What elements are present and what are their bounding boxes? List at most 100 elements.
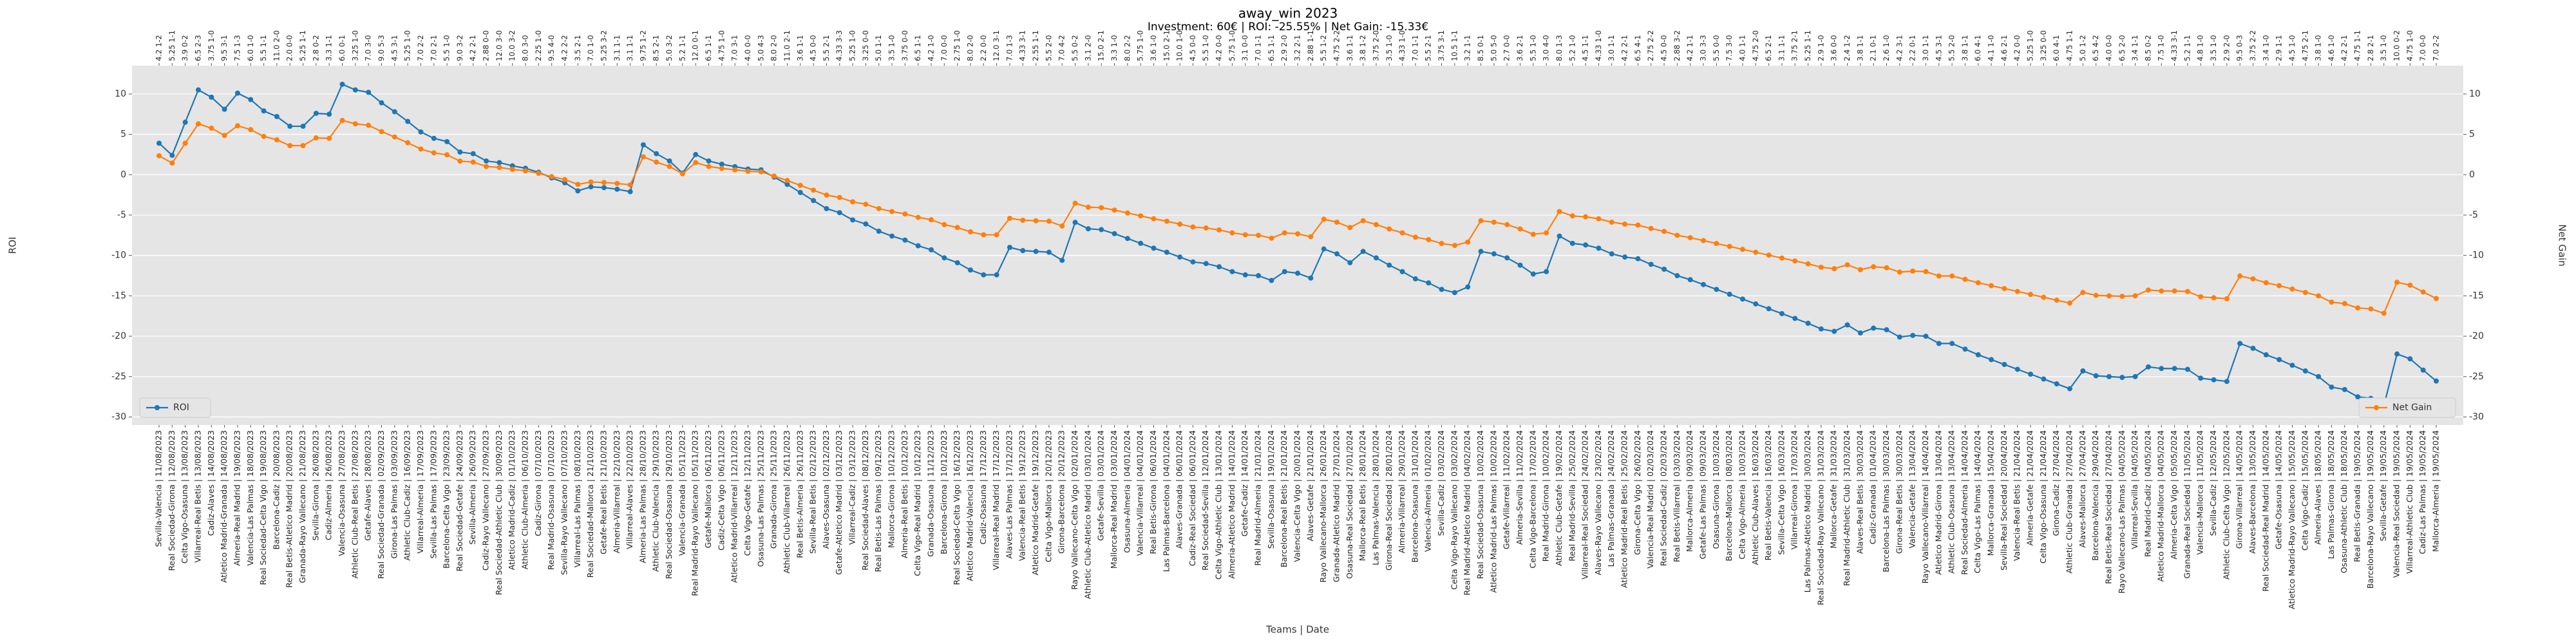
point: [1269, 278, 1274, 283]
top-tick-label: 5.25 3-2: [599, 30, 608, 61]
top-tick-label: 15.0 2-1: [1097, 30, 1106, 61]
x-tick-label: Barcelona-Valencia | 29/04/2024: [2090, 430, 2100, 561]
point: [1072, 200, 1078, 206]
y2-tick-label: -20: [2469, 331, 2484, 341]
point: [758, 169, 764, 175]
point: [339, 81, 345, 87]
point: [2211, 377, 2217, 383]
top-tick-label: 3.3 1-1: [325, 35, 334, 61]
x-tick-label: Celta Vigo-Osasuna | 13/08/2023: [180, 430, 189, 564]
top-tick-label: 9.0 3-2: [455, 35, 464, 61]
x-tick-label: Osasuna-Almeria | 04/01/2024: [1122, 430, 1132, 553]
point: [2014, 366, 2020, 372]
point: [2263, 352, 2269, 357]
point: [1687, 235, 1693, 241]
top-tick-label: 7.0 3-1: [730, 35, 739, 61]
top-tick-label: 9.0 5-3: [377, 35, 386, 61]
top-tick-label: 5.5 2-1: [822, 35, 831, 61]
point: [1151, 245, 1157, 251]
x-tick-label: Real Betis-Valencia | 16/03/2024: [1763, 430, 1773, 560]
x-tick-label: Athletic Club-Real Betis | 27/08/2023: [350, 430, 359, 578]
point: [1700, 281, 1706, 287]
point: [1439, 241, 1444, 247]
x-tick-label: Getafe-Cadiz | 14/01/2024: [1240, 430, 1249, 536]
point: [1360, 218, 1366, 223]
x-tick-label: Valencia-Las Palmas | 18/08/2023: [245, 430, 255, 566]
top-tick-label: 12.0 0-1: [691, 30, 700, 61]
point: [1190, 259, 1196, 265]
point: [614, 180, 620, 186]
x-tick-label: Las Palmas-Valencia | 28/01/2024: [1370, 430, 1380, 565]
x-tick-label: Real Madrid-Osasuna | 07/10/2023: [546, 430, 556, 570]
point: [1792, 258, 1798, 264]
point: [209, 94, 214, 100]
top-tick-label: 3.6 1-0: [1149, 35, 1158, 61]
point: [601, 185, 607, 191]
point: [1504, 255, 1510, 261]
x-tick-label: Cadiz-Granada | 01/04/2024: [1868, 430, 1878, 544]
legend: ROI: [139, 397, 211, 418]
point: [1373, 255, 1379, 261]
top-tick-label: 7.5 1-3: [232, 35, 242, 61]
top-tick-label: 3.1 0-0: [1240, 35, 1249, 61]
point: [2316, 293, 2322, 299]
top-tick-label: 4.5 1-0: [2287, 35, 2297, 61]
x-tick-label: Mallorca-Almeria | 09/03/2024: [1685, 430, 1694, 552]
point: [1033, 249, 1039, 254]
point: [1818, 326, 1824, 332]
point: [1177, 222, 1183, 227]
point: [392, 134, 397, 140]
point: [1099, 227, 1104, 232]
top-tick-label: 5.2 1-1: [677, 35, 687, 61]
x-tick-label: Real Sociedad-Mallorca | 21/10/2023: [585, 430, 595, 578]
top-tick-label: 6.5 2-3: [193, 35, 202, 61]
top-tick-label: 4.75 1-0: [717, 30, 726, 61]
point: [2434, 296, 2439, 301]
point: [327, 135, 332, 141]
top-tick-label: 4.5 1-1: [1581, 35, 1590, 61]
top-tick-label: 4.2 2-1: [468, 35, 477, 61]
point: [2381, 310, 2387, 316]
point: [1753, 301, 1759, 307]
y-tick-label: 10: [115, 89, 126, 99]
legend-marker: [2374, 405, 2379, 410]
y-tick-label: -10: [111, 251, 126, 261]
top-tick-label: 5.5 1-2: [1319, 35, 1328, 61]
x-tick-label: Real Madrid-Atletico Madrid | 04/02/2024: [1463, 430, 1472, 596]
point: [2302, 290, 2308, 296]
point: [1242, 232, 1248, 238]
top-tick-label: 4.2 0-0: [2012, 35, 2022, 61]
point: [1596, 245, 1602, 251]
x-tick-label: Villarreal-Cadiz | 03/12/2023: [848, 430, 857, 545]
x-tick-label: Real Sociedad-Getafe | 24/09/2023: [455, 430, 464, 571]
point: [509, 167, 515, 173]
x-tick-label: Alaves-Mallorca | 27/04/2024: [2078, 430, 2087, 547]
x-tick-label: Athletic Club-Valencia | 29/10/2023: [651, 430, 661, 572]
point: [627, 182, 633, 188]
point: [562, 176, 567, 182]
top-tick-label: 4.5 0-0: [809, 35, 818, 61]
top-tick-label: 5.25 1-1: [1803, 30, 1812, 61]
x-tick-label: Getafe-Sevilla | 03/01/2024: [1096, 430, 1106, 541]
x-tick-label: Alaves-Osasuna | 02/12/2023: [821, 430, 831, 549]
x-tick-label: Atletico Madrid-Las Palmas | 10/02/2024: [1488, 430, 1498, 593]
point: [1739, 296, 1745, 302]
point: [2316, 374, 2322, 379]
point: [484, 164, 489, 169]
x-tick-label: Valencia-Almeria | 01/02/2024: [1423, 430, 1433, 552]
x-tick-label: Celta Vigo-Athletic Club | 13/01/2024: [1214, 430, 1224, 580]
y2-tick-label: -25: [2469, 372, 2484, 382]
point: [1936, 341, 1942, 346]
top-tick-label: 4.2 1-2: [155, 35, 164, 61]
x-tick-label: Real Sociedad-Girona | 12/08/2023: [167, 430, 176, 571]
point: [313, 135, 319, 141]
top-tick-label: 5.2 1-1: [2183, 35, 2192, 61]
point: [2028, 372, 2034, 377]
x-tick-label: Barcelona-Rayo Vallecano | 19/05/2024: [2365, 430, 2375, 589]
point: [1373, 222, 1379, 227]
point: [1439, 287, 1444, 292]
point: [863, 202, 869, 207]
top-tick-label: 3.6 1-1: [1345, 35, 1354, 61]
x-tick-label: Athletic Club-Alaves | 16/03/2024: [1750, 430, 1760, 565]
x-tick-label: Sevilla-Celta Vigo | 16/03/2024: [1776, 430, 1786, 555]
